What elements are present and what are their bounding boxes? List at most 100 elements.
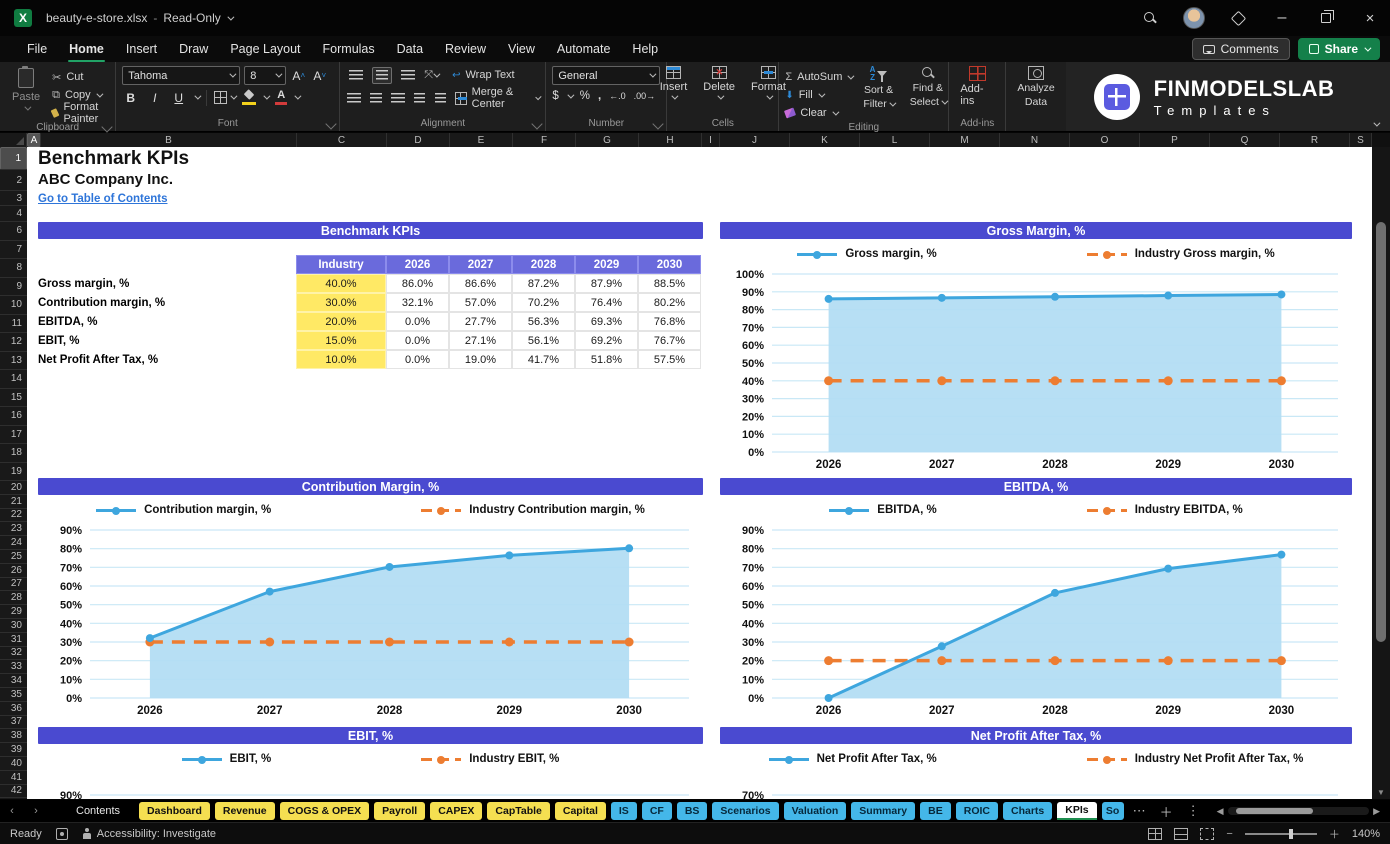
wrap-text-button[interactable]: ↩ Wrap Text [452,69,515,81]
row-header-13[interactable]: 13 [0,352,27,370]
kpi-value-cell[interactable]: 86.6% [449,274,512,293]
kpi-value-cell[interactable]: 86.0% [386,274,449,293]
chevron-down-icon[interactable] [263,92,271,100]
row-header-12[interactable]: 12 [0,333,27,352]
align-right-button[interactable] [390,90,406,107]
column-header-R[interactable]: R [1280,133,1350,147]
sheet-tab-cogs-opex[interactable]: COGS & OPEX [279,802,370,820]
decrease-decimal-button[interactable]: .00→ [633,91,656,101]
kpi-value-cell[interactable]: 57.5% [638,350,701,369]
row-header-33[interactable]: 33 [0,660,27,675]
chevron-down-icon[interactable] [294,92,302,100]
kpi-value-cell[interactable]: 0.0% [386,312,449,331]
merge-center-button[interactable]: Merge & Center [454,86,542,110]
row-header-9[interactable]: 9 [0,278,27,296]
kpi-value-cell[interactable]: 27.7% [449,312,512,331]
column-header-O[interactable]: O [1070,133,1140,147]
kpi-industry-value[interactable]: 20.0% [296,312,386,331]
sheet-tab-summary[interactable]: Summary [851,802,916,820]
add-ins-button[interactable]: Add-ins [955,66,999,107]
row-header-15[interactable]: 15 [0,389,27,407]
tabs-scroll-right-icon[interactable]: › [34,805,38,817]
row-header-11[interactable]: 11 [0,315,27,333]
decrease-font-button[interactable]: A ˅ [313,68,327,83]
sheet-tab-roic[interactable]: ROIC [955,802,998,820]
top-align-button[interactable] [346,67,366,84]
row-header-26[interactable]: 26 [0,564,27,578]
zoom-out-button[interactable]: − [1226,827,1233,840]
search-button[interactable] [1130,3,1170,33]
kpi-value-cell[interactable]: 51.8% [575,350,638,369]
kpi-value-cell[interactable]: 19.0% [449,350,512,369]
sheet-tab-dashboard[interactable]: Dashboard [139,802,210,820]
minimize-button[interactable]: – [1277,9,1287,26]
row-header-22[interactable]: 22 [0,509,27,523]
row-header-17[interactable]: 17 [0,426,27,444]
column-header-N[interactable]: N [1000,133,1070,147]
orientation-button[interactable]: ⤧ [424,69,441,82]
row-header-30[interactable]: 30 [0,619,27,633]
sheet-tab-revenue[interactable]: Revenue [214,802,275,820]
row-header-2[interactable]: 2 [0,170,27,191]
increase-indent-button[interactable] [433,90,449,107]
kpi-value-cell[interactable]: 0.0% [386,350,449,369]
increase-decimal-button[interactable]: ←.0 [609,91,626,101]
align-left-button[interactable] [346,90,362,107]
kpi-value-cell[interactable]: 88.5% [638,274,701,293]
delete-cells-button[interactable]: Delete [698,66,740,100]
kpi-value-cell[interactable]: 32.1% [386,293,449,312]
row-header-14[interactable]: 14 [0,370,27,389]
column-header-P[interactable]: P [1140,133,1210,147]
cut-button[interactable]: ✂ Cut [52,71,84,84]
dialog-launcher-icon[interactable] [531,118,543,130]
currency-format-button[interactable]: $ [552,90,559,102]
select-all-button[interactable] [0,133,27,147]
ribbon-tab-data[interactable]: Data [396,42,424,56]
page-layout-view-button[interactable] [1174,827,1189,840]
scrollbar-thumb[interactable] [1376,222,1386,642]
analyze-data-button[interactable]: Analyze Data [1012,66,1059,108]
format-painter-button[interactable]: Format Painter [50,101,109,125]
decrease-indent-button[interactable] [411,90,427,107]
row-header-4[interactable]: 4 [0,206,27,222]
column-header-I[interactable]: I [702,133,720,147]
sheet-tab-capital[interactable]: Capital [554,802,606,820]
sheet-tab-bs[interactable]: BS [676,802,708,820]
format-cells-button[interactable]: Format [746,66,791,100]
column-header-A[interactable]: A [27,133,41,147]
row-header-1[interactable]: 1 [0,147,27,170]
kpi-value-cell[interactable]: 76.8% [638,312,701,331]
kpi-value-cell[interactable]: 69.2% [575,331,638,350]
vertical-scrollbar[interactable]: ▼ [1372,147,1390,799]
row-header-21[interactable]: 21 [0,495,27,509]
sheet-tab-is[interactable]: IS [610,802,637,820]
row-header-8[interactable]: 8 [0,259,27,278]
sheet-tab-capex[interactable]: CAPEX [430,802,483,820]
kpi-value-cell[interactable]: 69.3% [575,312,638,331]
ribbon-tab-home[interactable]: Home [58,38,115,62]
page-break-view-button[interactable] [1200,827,1215,840]
column-header-K[interactable]: K [790,133,860,147]
column-header-M[interactable]: M [930,133,1000,147]
column-header-H[interactable]: H [639,133,702,147]
clear-button[interactable]: Clear [784,104,852,122]
ribbon-tab-review[interactable]: Review [445,42,487,56]
row-header-35[interactable]: 35 [0,688,27,702]
close-button[interactable]: × [1365,9,1375,27]
row-header-38[interactable]: 38 [0,729,27,744]
ribbon-tab-file[interactable]: File [27,42,48,56]
middle-align-button[interactable] [372,66,393,84]
column-header-G[interactable]: G [576,133,639,147]
row-header-3[interactable]: 3 [0,191,27,206]
sheet-tab-be[interactable]: BE [920,802,951,820]
row-header-6[interactable]: 6 [0,222,27,241]
ribbon-tab-view[interactable]: View [508,42,535,56]
kpi-value-cell[interactable]: 80.2% [638,293,701,312]
dialog-launcher-icon[interactable] [101,121,113,133]
sheet-tab-valuation[interactable]: Valuation [783,802,847,820]
sheet-tab-contents[interactable]: Contents [76,805,121,817]
row-header-19[interactable]: 19 [0,463,27,481]
sheet-tab-kpis[interactable]: KPIs [1057,802,1097,820]
table-of-contents-link[interactable]: Go to Table of Contents [38,193,168,205]
sheet-tab-captable[interactable]: CapTable [487,802,550,820]
